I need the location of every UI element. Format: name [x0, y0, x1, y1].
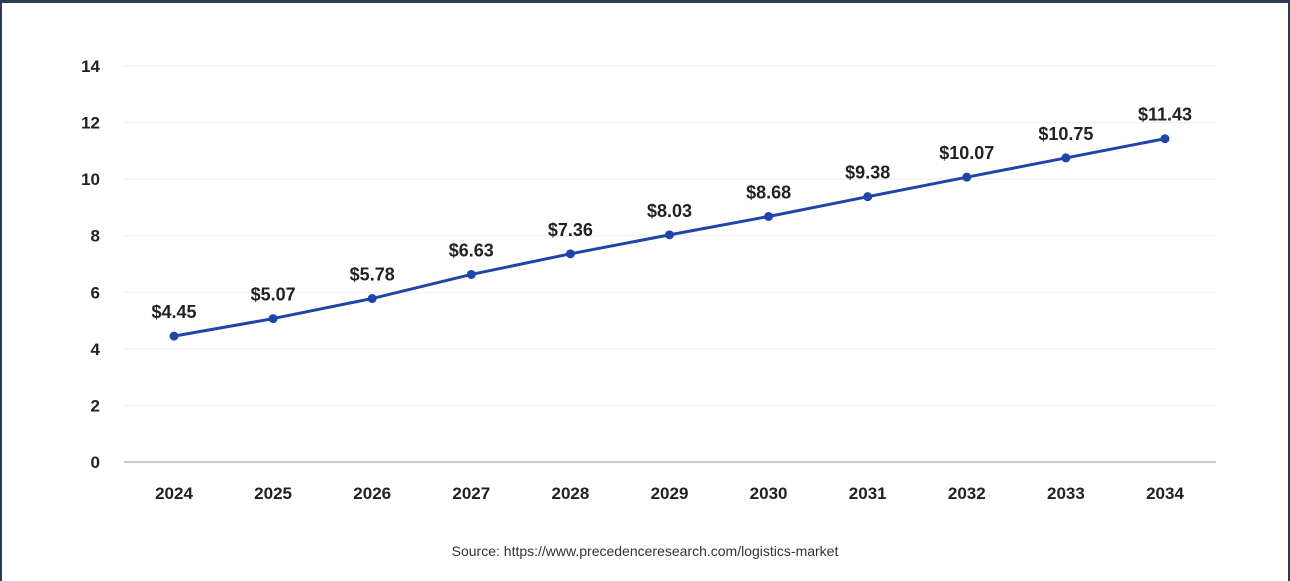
- y-tick-label: 8: [91, 227, 100, 246]
- data-point: [764, 211, 774, 221]
- data-point: [1061, 153, 1071, 163]
- series-layer: [169, 134, 1170, 341]
- x-tick-label: 2026: [353, 484, 391, 503]
- data-point: [268, 314, 278, 324]
- data-point: [962, 172, 972, 182]
- y-tick-label: 2: [91, 396, 100, 415]
- x-tick-label: 2031: [849, 484, 887, 503]
- data-label: $9.38: [845, 163, 890, 183]
- x-tick-label: 2024: [155, 484, 193, 503]
- data-point: [169, 331, 179, 341]
- y-tick-label: 4: [91, 340, 101, 359]
- x-tick-label: 2033: [1047, 484, 1085, 503]
- data-label: $10.75: [1038, 124, 1093, 144]
- data-point: [665, 230, 674, 240]
- x-tick-label: 2027: [452, 484, 490, 503]
- label-layer: $4.45 $5.07 $5.78 $6.63 $7.36 $8.03 $8.68 $9.38…: [151, 105, 1192, 322]
- y-tick-label: 6: [91, 283, 100, 302]
- data-point: [367, 294, 377, 304]
- data-label: $5.78: [350, 265, 395, 285]
- data-point: [863, 192, 873, 202]
- data-label: $7.36: [548, 220, 593, 240]
- y-tick-label: 12: [81, 114, 100, 133]
- x-tick-label: 2028: [551, 484, 589, 503]
- y-tick-label: 0: [91, 453, 100, 472]
- y-tick-label: 10: [81, 170, 100, 189]
- x-tick-label: 2032: [948, 484, 986, 503]
- axis-layer: 0 2 4 6 8 10 12 14 2024 2025 2026 2027 2028 2029 2030 2…: [81, 57, 1216, 503]
- x-tick-label: 2029: [651, 484, 689, 503]
- data-label: $5.07: [251, 285, 296, 305]
- data-point: [565, 249, 575, 259]
- data-point: [1160, 134, 1170, 144]
- y-tick-label: 14: [81, 57, 100, 76]
- data-label: $8.68: [746, 182, 791, 202]
- x-tick-label: 2034: [1146, 484, 1184, 503]
- grid-layer: [124, 65, 1216, 406]
- x-tick-label: 2030: [750, 484, 788, 503]
- data-label: $6.63: [449, 240, 494, 260]
- data-point: [466, 269, 476, 279]
- data-label: $4.45: [151, 302, 196, 322]
- data-label: $8.03: [647, 201, 692, 221]
- x-tick-label: 2025: [254, 484, 292, 503]
- source-note: Source: https://www.precedenceresearch.c…: [451, 543, 839, 559]
- data-label: $10.07: [939, 143, 994, 163]
- data-label: $11.43: [1138, 105, 1192, 125]
